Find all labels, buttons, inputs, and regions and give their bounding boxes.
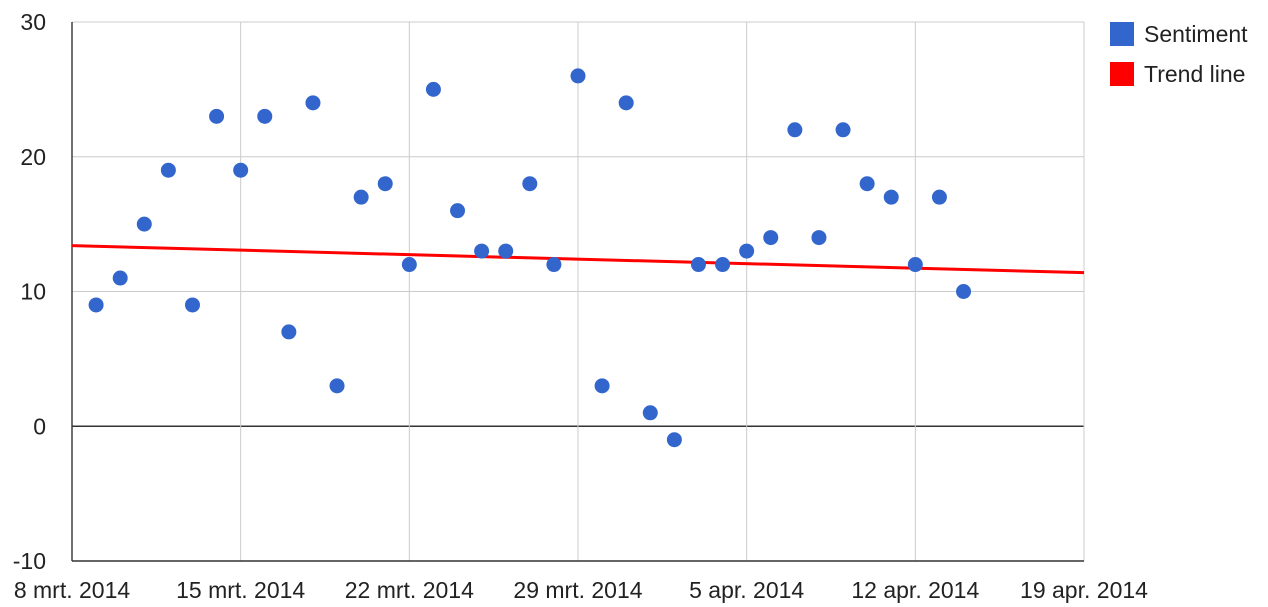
sentiment-point — [715, 257, 731, 273]
sentiment-point — [811, 230, 827, 246]
sentiment-point — [570, 68, 586, 84]
y-tick-label: 20 — [20, 144, 46, 170]
legend-swatch-sentiment — [1110, 22, 1134, 46]
sentiment-point — [763, 230, 779, 246]
sentiment-point — [690, 257, 706, 273]
x-tick-label: 19 apr. 2014 — [1020, 577, 1148, 603]
x-tick-label: 12 apr. 2014 — [851, 577, 979, 603]
y-axis-tick-labels: 30 20 10 0 -10 — [13, 9, 46, 574]
sentiment-point — [859, 176, 875, 192]
sentiment-point — [329, 378, 345, 394]
x-tick-label: 5 apr. 2014 — [689, 577, 804, 603]
sentiment-point — [474, 243, 490, 259]
x-tick-label: 29 mrt. 2014 — [513, 577, 642, 603]
y-tick-label: 0 — [33, 413, 46, 439]
sentiment-point — [956, 284, 972, 299]
y-tick-label: 30 — [20, 9, 46, 35]
sentiment-point — [112, 270, 128, 286]
sentiment-point — [618, 95, 634, 111]
sentiment-point — [136, 216, 152, 232]
sentiment-point — [787, 122, 803, 138]
sentiment-point — [883, 189, 899, 205]
x-tick-label: 8 mrt. 2014 — [14, 577, 131, 603]
axes — [71, 22, 1084, 562]
sentiment-point — [498, 243, 514, 259]
sentiment-point — [450, 203, 466, 219]
sentiment-point — [257, 108, 273, 124]
sentiment-point — [666, 432, 682, 448]
sentiment-point — [353, 189, 369, 205]
legend-swatch-trend-line — [1110, 62, 1134, 86]
sentiment-point — [739, 243, 755, 259]
sentiment-point — [907, 257, 923, 273]
sentiment-point — [305, 95, 321, 111]
x-tick-label: 22 mrt. 2014 — [345, 577, 474, 603]
sentiment-point — [209, 108, 225, 124]
sentiment-point — [546, 257, 562, 273]
sentiment-point — [281, 324, 297, 340]
legend-label-trend-line: Trend line — [1144, 61, 1245, 87]
sentiment-point — [931, 189, 947, 205]
y-tick-label: -10 — [13, 548, 46, 574]
grid-lines — [72, 21, 1085, 562]
sentiment-point — [642, 405, 658, 421]
x-tick-label: 15 mrt. 2014 — [176, 577, 305, 603]
sentiment-point — [425, 81, 441, 97]
sentiment-point — [184, 297, 200, 313]
sentiment-point — [377, 176, 393, 192]
sentiment-point — [401, 257, 417, 273]
sentiment-point — [594, 378, 610, 394]
sentiment-point — [88, 297, 104, 313]
legend-label-sentiment: Sentiment — [1144, 21, 1248, 47]
legend: Sentiment Trend line — [1110, 21, 1248, 87]
sentiment-point — [835, 122, 851, 138]
sentiment-series — [88, 68, 972, 448]
sentiment-point — [522, 176, 538, 192]
x-axis-tick-labels: 8 mrt. 2014 15 mrt. 2014 22 mrt. 2014 29 mr… — [14, 577, 1148, 603]
sentiment-point — [160, 162, 176, 178]
sentiment-point — [233, 162, 249, 178]
y-tick-label: 10 — [20, 279, 46, 305]
